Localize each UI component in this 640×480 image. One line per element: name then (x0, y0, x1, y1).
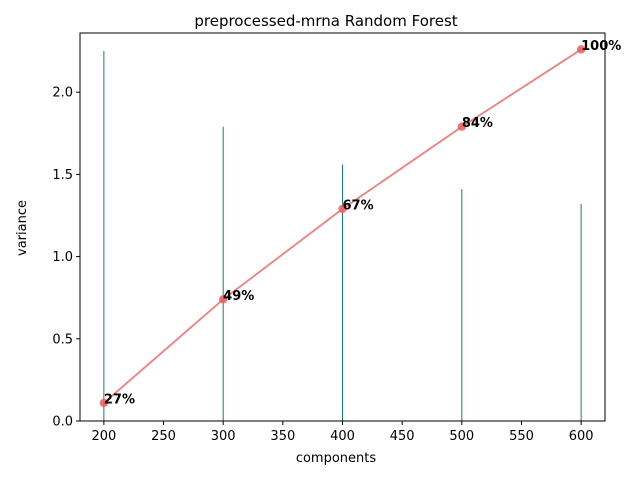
variance-bar (461, 189, 463, 421)
percentage-label: 67% (343, 198, 374, 213)
variance-bar (103, 51, 105, 421)
y-axis-ticks: 0.0 0.5 1.0 1.5 2.0 (52, 86, 80, 430)
y-axis-label: variance (15, 200, 30, 256)
variance-bar (222, 126, 224, 422)
x-axis-label: components (296, 451, 377, 466)
percentage-labels: 27% 49% 67% 84% 100% (104, 39, 621, 407)
percentage-label: 49% (223, 289, 254, 304)
percentage-label: 84% (462, 116, 493, 131)
percentage-label: 100% (581, 39, 621, 54)
variance-bar (580, 203, 582, 421)
y-tick-label: 1.5 (52, 168, 73, 183)
x-tick-label: 250 (151, 429, 176, 444)
cumulative-point (99, 398, 109, 408)
variance-bar (342, 164, 343, 421)
y-tick-label: 0.0 (52, 415, 73, 430)
x-tick-label: 300 (211, 429, 236, 444)
x-tick-label: 200 (91, 429, 116, 444)
cumulative-point (576, 45, 586, 54)
bar-series (103, 51, 582, 422)
y-tick-label: 0.5 (52, 332, 73, 347)
x-axis-ticks: 200 250 300 350 400 450 500 550 600 (91, 421, 594, 444)
cumulative-point (457, 122, 467, 131)
x-tick-label: 450 (390, 429, 415, 444)
cumulative-point (338, 204, 347, 214)
x-tick-label: 500 (449, 429, 474, 444)
percentage-label: 27% (104, 392, 135, 407)
x-tick-label: 400 (330, 429, 355, 444)
y-tick-label: 1.0 (52, 250, 73, 265)
x-tick-label: 600 (569, 429, 594, 444)
y-tick-label: 2.0 (52, 86, 73, 101)
cumulative-point (218, 295, 228, 304)
x-tick-label: 550 (509, 429, 534, 444)
cumulative-points (99, 45, 586, 408)
chart-title: preprocessed-mrna Random Forest (194, 12, 457, 30)
x-tick-label: 350 (270, 429, 295, 444)
